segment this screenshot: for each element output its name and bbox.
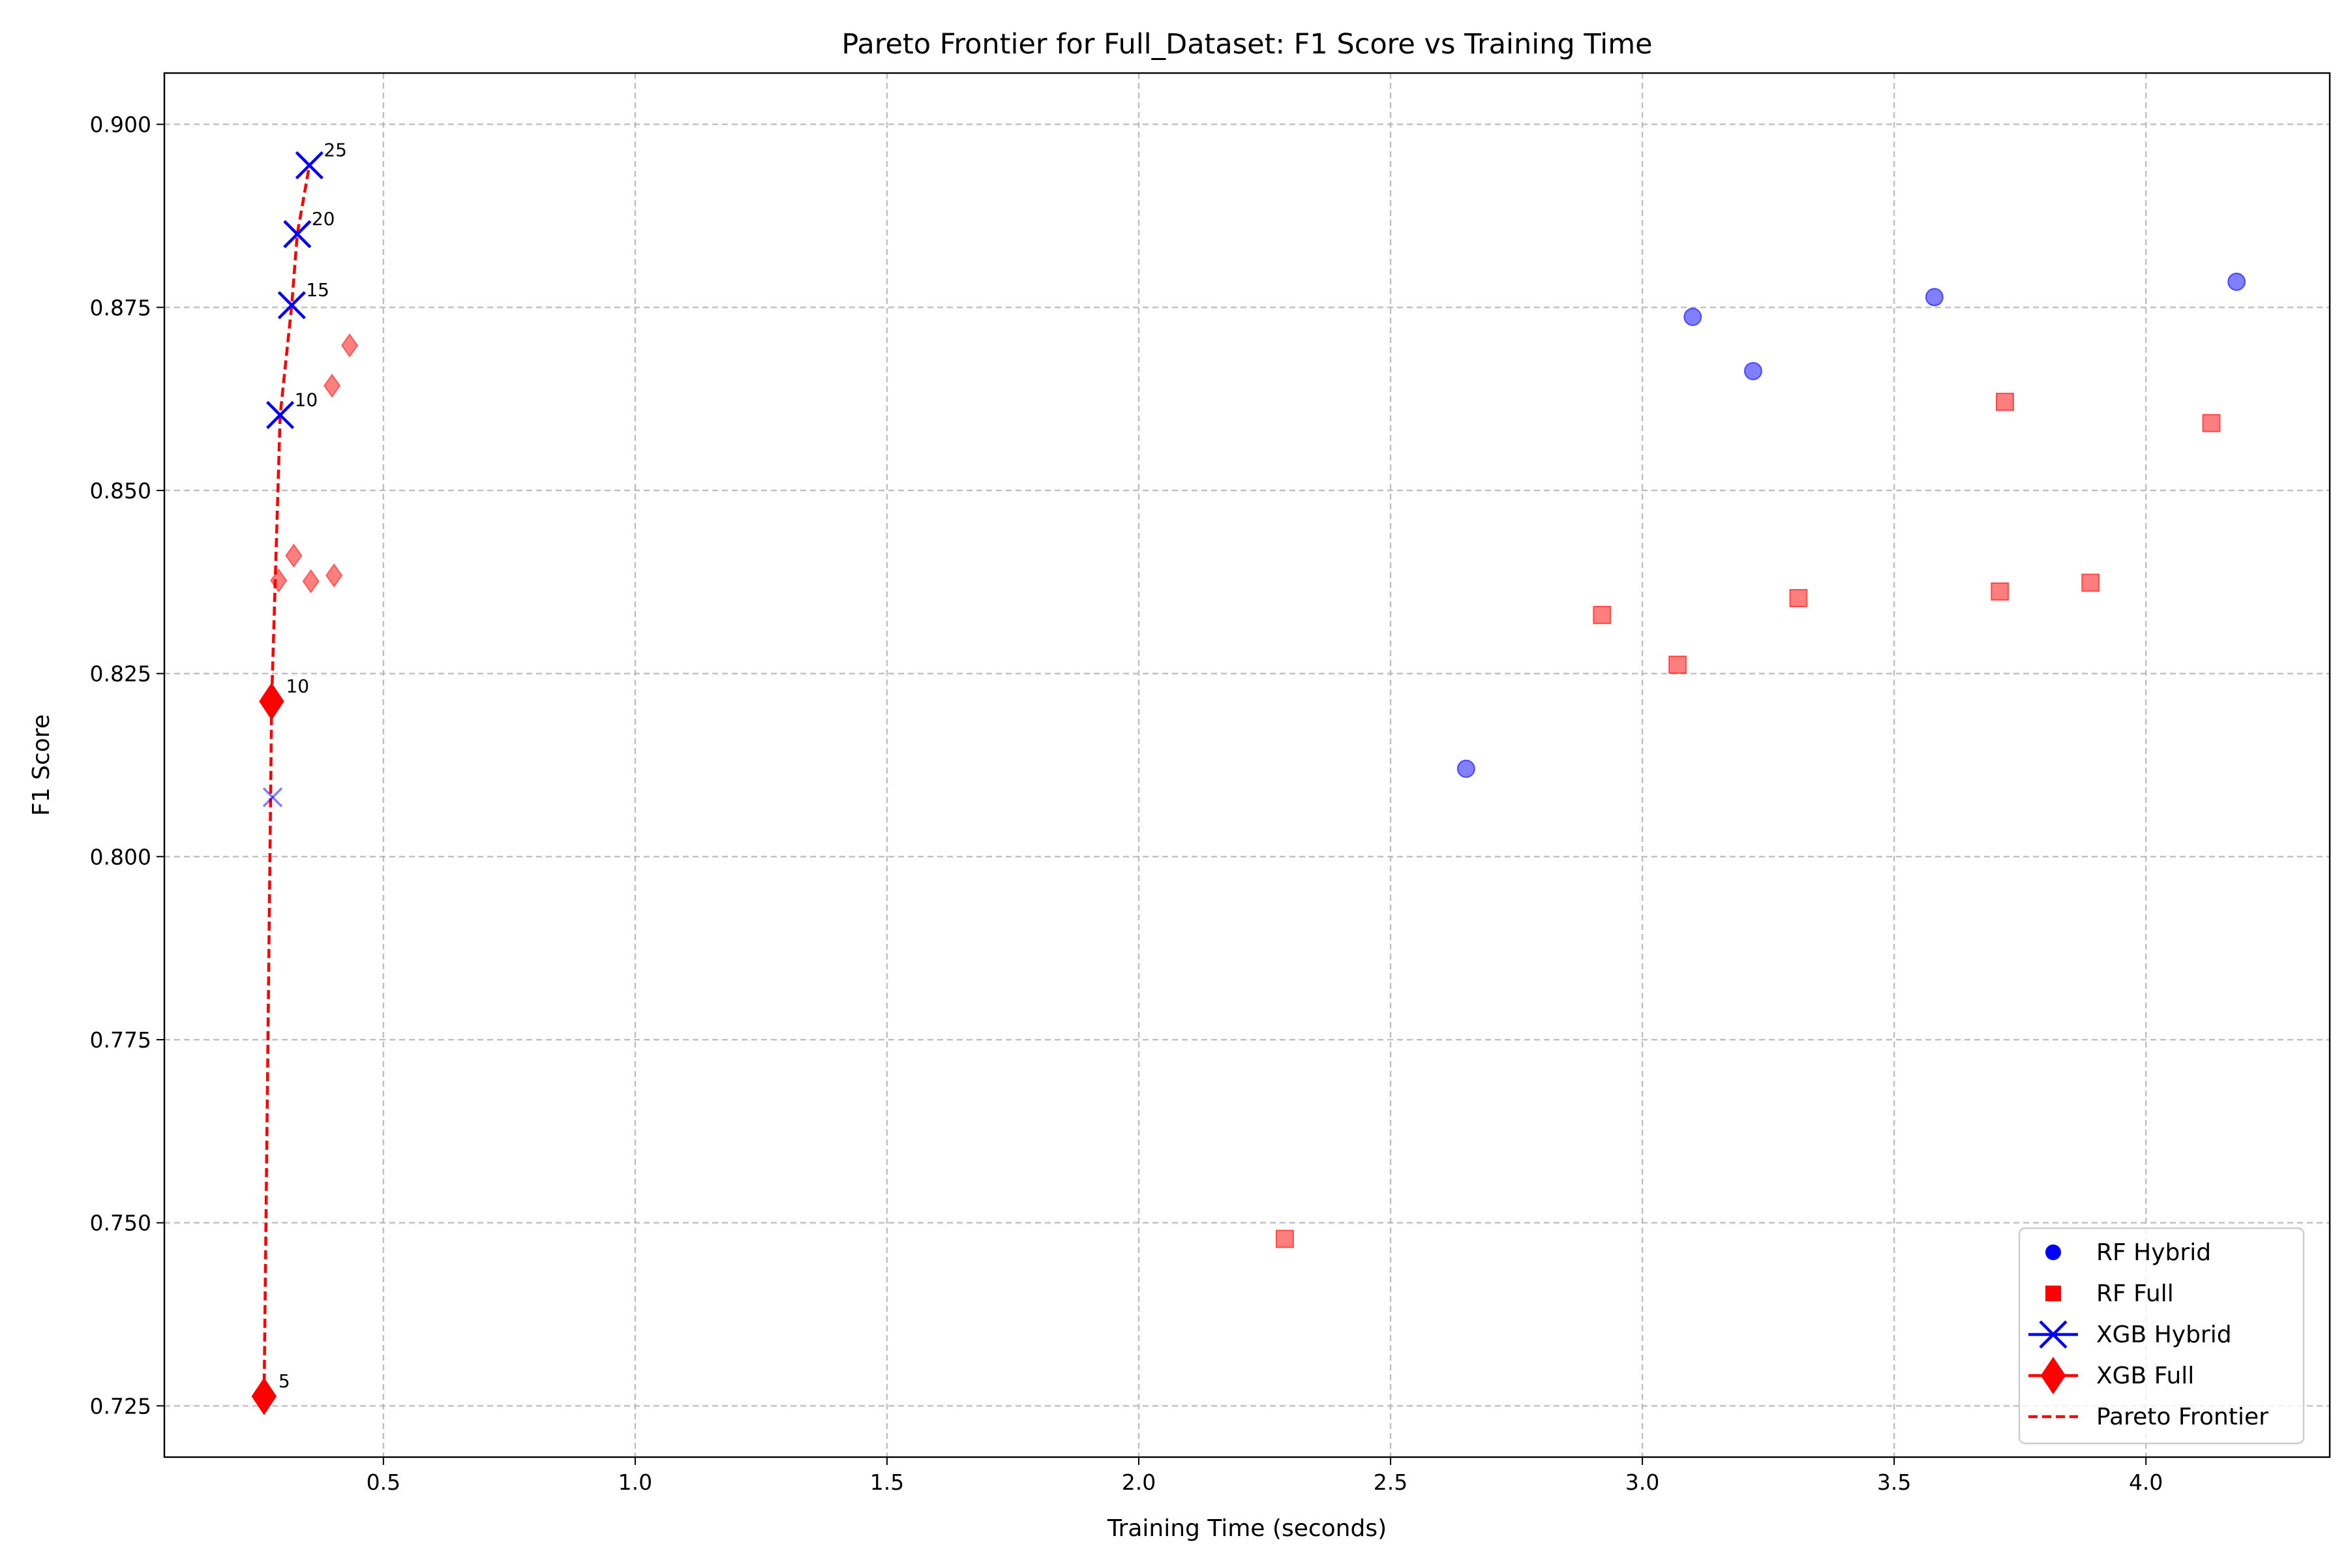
- legend-entry-pareto-frontier: Pareto Frontier: [2028, 1404, 2268, 1430]
- rf-full-point: [1668, 656, 1687, 674]
- legend-label: RF Full: [2096, 1280, 2174, 1307]
- x-tick-label: 3.5: [1877, 1470, 1911, 1495]
- point-label: 15: [306, 279, 329, 301]
- xgb-hybrid-point: [277, 291, 306, 320]
- y-tick-label: 0.875: [90, 295, 151, 320]
- x-tick-label: 3.0: [1625, 1470, 1659, 1495]
- legend-entry-xgb-full: XGB Full: [2028, 1357, 2194, 1395]
- rf-hybrid-point: [1743, 361, 1762, 380]
- legend-marker: [2045, 1286, 2061, 1301]
- xgb-full-point: [270, 568, 288, 593]
- point-label: 10: [295, 389, 318, 410]
- rf-full-point: [1996, 393, 2014, 412]
- rf-hybrid-point: [1683, 307, 1702, 326]
- data-points-layer: [251, 151, 2246, 1415]
- y-tick-label: 0.750: [90, 1211, 151, 1236]
- y-tick-label: 0.900: [90, 112, 151, 138]
- xgb-hybrid-point: [262, 787, 283, 807]
- y-tick-label: 0.800: [90, 844, 151, 869]
- xgb-full-point: [302, 569, 320, 594]
- rf-full-point: [1593, 605, 1612, 624]
- rf-hybrid-point: [2227, 272, 2246, 291]
- rf-full-point: [2202, 414, 2221, 432]
- y-tick-label: 0.850: [90, 478, 151, 504]
- point-label: 5: [278, 1370, 290, 1392]
- rf-hybrid-point: [1925, 288, 1944, 307]
- x-tick-label: 0.5: [367, 1470, 400, 1495]
- rf-full-point: [1275, 1229, 1294, 1248]
- rf-hybrid-point: [1456, 759, 1475, 778]
- x-tick-label: 1.0: [618, 1470, 652, 1495]
- legend-entry-rf-full: RF Full: [2045, 1280, 2174, 1307]
- y-tick-label: 0.825: [90, 661, 151, 687]
- legend: RF Hybrid RF Full XGB Hybrid XGB Full Pareto…: [2018, 1227, 2305, 1445]
- axis-ticks: 0.5 1.0 1.5 2.0 2.5 3.0 3.5 4.0 0.725 0.750 0.775 0…: [90, 112, 2163, 1495]
- legend-entry-xgb-hybrid: XGB Hybrid: [2028, 1320, 2232, 1349]
- x-tick-label: 2.0: [1122, 1470, 1156, 1495]
- xgb-full-point: [323, 373, 341, 399]
- legend-box: [2018, 1227, 2305, 1445]
- legend-items: RF Hybrid RF Full XGB Hybrid XGB Full Pareto…: [2028, 1239, 2268, 1430]
- legend-label: Pareto Frontier: [2096, 1404, 2268, 1430]
- xgb-hybrid-point: [295, 151, 324, 180]
- y-tick-label: 0.775: [90, 1027, 151, 1053]
- chart-title: Pareto Frontier for Full_Dataset: F1 Sco…: [841, 28, 1652, 61]
- point-label: 10: [286, 675, 309, 697]
- y-tick-label: 0.725: [90, 1393, 151, 1419]
- legend-label: XGB Full: [2096, 1363, 2194, 1389]
- x-axis-label: Training Time (seconds): [1107, 1515, 1387, 1542]
- rf-full-point: [1991, 582, 2009, 601]
- xgb-full-point: [259, 682, 284, 721]
- point-label: 25: [324, 139, 347, 160]
- plot-frame: [163, 72, 2331, 1458]
- pareto-frontier-line: [262, 165, 311, 1396]
- point-labels-layer: 10 15 20 25 5 10: [278, 139, 347, 1391]
- legend-marker: [2045, 1244, 2061, 1260]
- x-tick-label: 2.5: [1374, 1470, 1407, 1495]
- legend-label: RF Hybrid: [2096, 1239, 2211, 1266]
- legend-marker: [2040, 1357, 2066, 1395]
- xgb-hybrid-point: [283, 220, 312, 249]
- legend-entry-rf-hybrid: RF Hybrid: [2045, 1239, 2211, 1266]
- y-axis-label: F1 Score: [28, 714, 55, 816]
- rf-full-point: [1789, 589, 1808, 608]
- x-tick-label: 1.5: [870, 1470, 904, 1495]
- xgb-hybrid-point: [265, 400, 295, 429]
- rf-full-point: [2081, 573, 2100, 592]
- xgb-full-point: [251, 1378, 277, 1415]
- grid-lines: [164, 73, 2330, 1457]
- x-tick-label: 4.0: [2129, 1470, 2163, 1495]
- legend-label: XGB Hybrid: [2096, 1321, 2232, 1348]
- point-label: 20: [312, 208, 335, 230]
- xgb-full-point: [340, 333, 359, 358]
- legend-marker: [2039, 1320, 2068, 1349]
- pareto-frontier-layer: [262, 165, 311, 1396]
- xgb-full-point: [285, 543, 303, 568]
- xgb-full-point: [325, 563, 343, 588]
